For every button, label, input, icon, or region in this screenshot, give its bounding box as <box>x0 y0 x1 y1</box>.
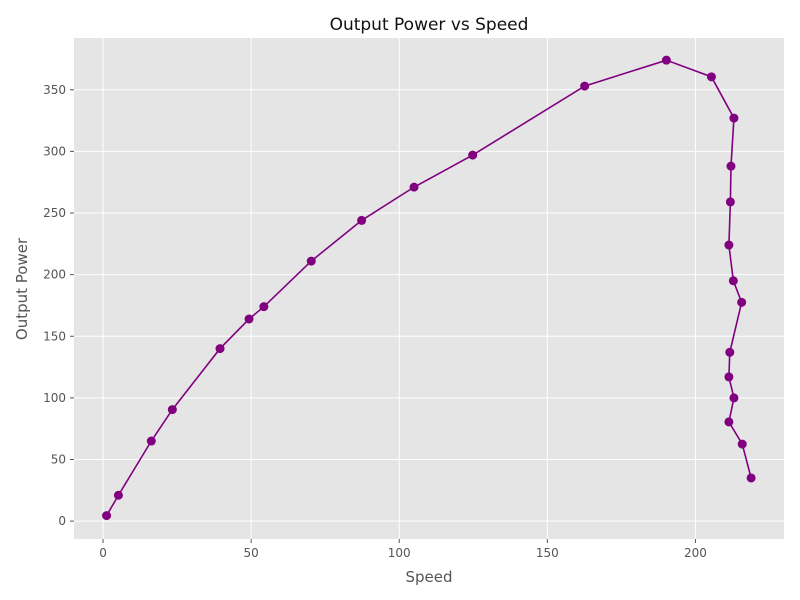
x-tick-label: 200 <box>684 546 707 560</box>
data-point <box>357 215 367 225</box>
x-tick-label: 150 <box>536 546 559 560</box>
y-tick-label: 350 <box>43 83 66 97</box>
data-point <box>724 240 734 250</box>
data-point <box>580 81 590 91</box>
y-tick-label: 0 <box>58 514 66 528</box>
data-point <box>409 182 419 192</box>
data-point <box>737 297 747 307</box>
data-point <box>724 417 734 427</box>
data-point <box>728 276 738 286</box>
x-axis-label: Speed <box>405 568 452 586</box>
data-point <box>737 439 747 449</box>
x-tick-label: 0 <box>99 546 107 560</box>
grid <box>74 38 784 539</box>
y-axis: 0 50 100 150 200 250 300 350 <box>43 83 74 528</box>
data-point <box>725 197 735 207</box>
x-tick-label: 50 <box>243 546 258 560</box>
y-axis-label: Output Power <box>13 237 31 340</box>
data-point <box>146 436 156 446</box>
data-point <box>661 55 671 65</box>
data-point <box>724 372 734 382</box>
data-point <box>306 256 316 266</box>
data-point <box>706 72 716 82</box>
data-point <box>468 150 478 160</box>
data-point <box>729 113 739 123</box>
data-point <box>259 302 269 312</box>
data-point <box>113 490 123 500</box>
x-tick-label: 100 <box>388 546 411 560</box>
y-tick-label: 250 <box>43 206 66 220</box>
data-point <box>102 511 112 521</box>
data-point <box>167 405 177 415</box>
chart-title: Output Power vs Speed <box>330 15 529 35</box>
plot-area <box>74 38 784 539</box>
data-point <box>215 344 225 354</box>
data-point <box>726 161 736 171</box>
y-tick-label: 100 <box>43 391 66 405</box>
data-point <box>244 314 254 324</box>
series-markers <box>102 55 756 521</box>
x-axis: 0 50 100 150 200 <box>99 539 707 560</box>
data-point <box>729 393 739 403</box>
data-point <box>746 473 756 483</box>
data-point <box>725 347 735 357</box>
y-tick-label: 50 <box>51 453 66 467</box>
y-tick-label: 200 <box>43 268 66 282</box>
y-tick-label: 150 <box>43 329 66 343</box>
y-tick-label: 300 <box>43 144 66 158</box>
